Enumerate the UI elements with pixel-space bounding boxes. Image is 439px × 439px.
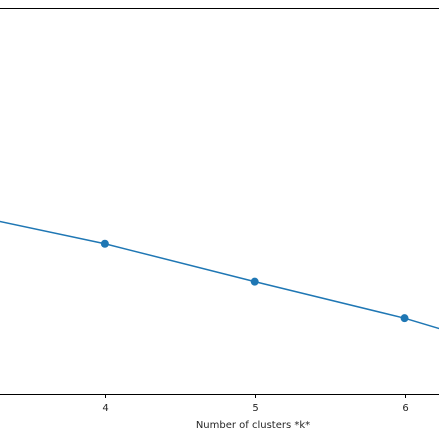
series-line (0, 220, 439, 330)
x-axis: 4 5 6 (102, 394, 409, 414)
series-layer (0, 220, 439, 330)
data-point-marker (100, 239, 109, 248)
x-tick-label: 4 (102, 403, 108, 414)
x-tick-label: 5 (252, 403, 258, 414)
data-point-marker (400, 314, 409, 323)
plot-area (0, 8, 439, 395)
x-axis-label: Number of clusters *k* (196, 420, 310, 431)
x-tick-label: 6 (402, 403, 408, 414)
data-point-marker (250, 277, 259, 286)
